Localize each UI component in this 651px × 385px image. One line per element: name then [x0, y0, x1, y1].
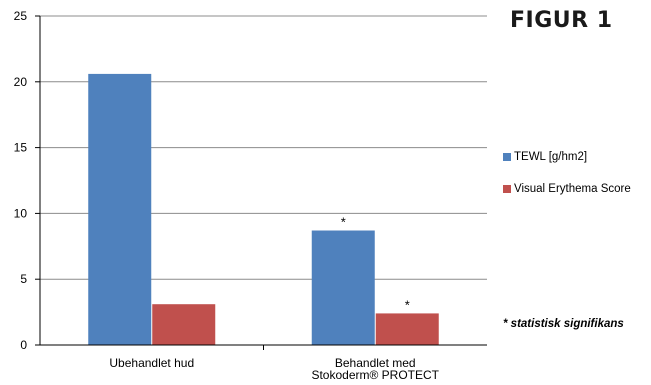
legend: TEWL [g/hm2] Visual Erythema Score — [503, 150, 631, 214]
bar-erythema-0 — [152, 304, 216, 345]
significance-footnote: * statistisk signifikans — [503, 318, 624, 330]
bar-tewl-1 — [311, 230, 375, 345]
category-label: Ubehandlet hud — [109, 356, 194, 370]
y-tick-label: 15 — [14, 141, 28, 155]
tick-labels: 0 5 10 15 20 25 Ubehandlet hud Behandlet medSto… — [14, 9, 440, 382]
y-tick-label: 5 — [20, 272, 27, 286]
y-tick-label: 20 — [14, 75, 28, 89]
legend-item-erythema: Visual Erythema Score — [503, 182, 631, 196]
legend-label-erythema: Visual Erythema Score — [514, 183, 631, 195]
significance-marks: ** — [341, 215, 410, 313]
legend-item-tewl: TEWL [g/hm2] — [503, 150, 631, 164]
significance-mark: * — [341, 215, 346, 230]
legend-label-tewl: TEWL [g/hm2] — [514, 151, 588, 163]
y-tick-label: 0 — [20, 338, 27, 352]
category-label: Behandlet med — [335, 356, 416, 370]
y-tick-label: 25 — [14, 9, 28, 23]
bar-tewl-0 — [88, 73, 152, 346]
significance-mark: * — [405, 297, 410, 312]
legend-swatch-tewl — [503, 153, 511, 161]
figure-title: FIGUR 1 — [510, 8, 613, 33]
legend-swatch-erythema — [503, 185, 511, 193]
category-label: Stokoderm® PROTECT — [311, 368, 439, 382]
bars — [88, 73, 439, 346]
bar-erythema-1 — [375, 313, 439, 345]
y-tick-label: 10 — [14, 206, 28, 220]
axes — [35, 15, 487, 350]
